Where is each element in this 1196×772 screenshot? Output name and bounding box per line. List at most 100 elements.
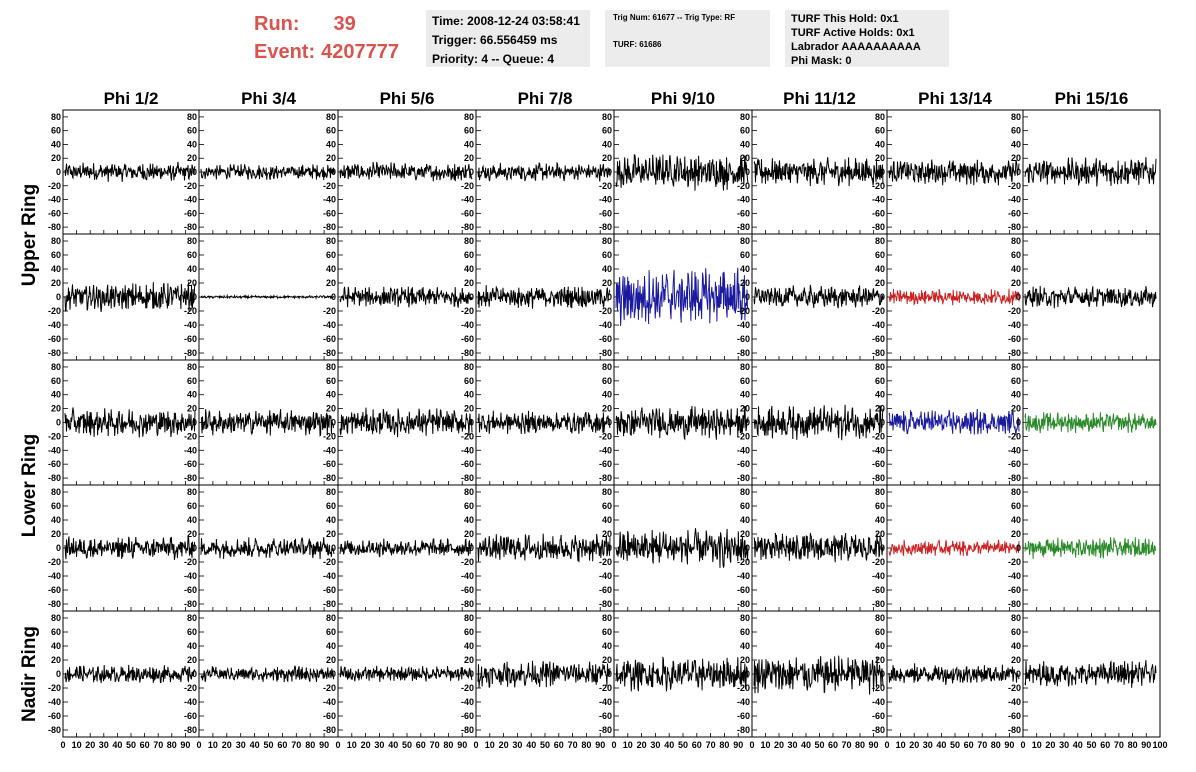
x-tick-label: 60 — [140, 740, 150, 750]
y-tick-label: -80 — [461, 725, 474, 735]
x-tick-label: 20 — [85, 740, 95, 750]
waveform-trace — [477, 533, 611, 563]
x-tick-label: 80 — [991, 740, 1001, 750]
y-tick-label: 80 — [464, 487, 474, 497]
y-tick-label: -80 — [872, 599, 885, 609]
y-tick-label: 40 — [1011, 264, 1021, 274]
x-tick-label: 50 — [263, 740, 273, 750]
y-tick-label: 40 — [740, 139, 750, 149]
waveform-trace — [339, 665, 473, 682]
y-tick-label: -40 — [184, 320, 197, 330]
x-tick-label: 40 — [1073, 740, 1083, 750]
y-tick-label: 40 — [187, 139, 197, 149]
y-tick-label: 20 — [187, 655, 197, 665]
y-tick-label: 20 — [875, 655, 885, 665]
y-tick-label: 0 — [469, 669, 474, 679]
y-tick-label: -60 — [1008, 711, 1021, 721]
x-tick-label: 30 — [236, 740, 246, 750]
y-tick-label: -40 — [599, 320, 612, 330]
y-tick-label: -20 — [1008, 683, 1021, 693]
y-tick-label: -80 — [737, 725, 750, 735]
waveform-trace — [339, 538, 473, 558]
y-tick-label: 60 — [326, 501, 336, 511]
waveform-trace — [1024, 157, 1157, 187]
y-tick-label: 40 — [51, 390, 61, 400]
x-tick-label: 30 — [1059, 740, 1069, 750]
y-tick-label: 60 — [1011, 501, 1021, 511]
y-tick-label: 40 — [875, 515, 885, 525]
y-tick-label: -20 — [599, 431, 612, 441]
x-tick-label: 40 — [250, 740, 260, 750]
y-tick-label: -80 — [48, 725, 61, 735]
y-tick-label: -80 — [323, 222, 336, 232]
y-tick-label: -80 — [323, 725, 336, 735]
y-tick-label: 80 — [464, 613, 474, 623]
column-header: Phi 7/8 — [518, 89, 573, 108]
y-tick-label: 40 — [187, 390, 197, 400]
y-tick-label: -20 — [48, 306, 61, 316]
y-tick-label: -60 — [1008, 208, 1021, 218]
y-tick-label: -40 — [323, 571, 336, 581]
y-tick-label: 60 — [740, 501, 750, 511]
y-tick-label: 20 — [464, 404, 474, 414]
x-tick-label: 20 — [774, 740, 784, 750]
event-value: 4207777 — [321, 41, 399, 63]
x-tick-label: 30 — [374, 740, 384, 750]
y-tick-label: 40 — [875, 264, 885, 274]
y-tick-label: 40 — [326, 139, 336, 149]
y-tick-label: -60 — [737, 459, 750, 469]
y-tick-label: 60 — [875, 501, 885, 511]
y-tick-label: -60 — [48, 585, 61, 595]
x-tick-label: 0 — [884, 740, 889, 750]
y-tick-label: -80 — [184, 725, 197, 735]
event-label: Event: — [254, 41, 316, 63]
y-tick-label: -60 — [461, 711, 474, 721]
y-tick-label: -60 — [48, 459, 61, 469]
y-tick-label: -20 — [48, 683, 61, 693]
y-tick-label: -40 — [461, 571, 474, 581]
y-tick-label: -40 — [599, 445, 612, 455]
waveform-trace — [888, 159, 1020, 186]
y-tick-label: -60 — [872, 585, 885, 595]
x-tick-label: 70 — [1114, 740, 1124, 750]
y-tick-label: 0 — [880, 292, 885, 302]
waveform-trace — [200, 164, 335, 181]
y-tick-label: -80 — [48, 222, 61, 232]
y-tick-label: 80 — [187, 112, 197, 122]
y-tick-label: -40 — [184, 195, 197, 205]
y-tick-label: -60 — [1008, 585, 1021, 595]
y-tick-label: 60 — [464, 501, 474, 511]
x-tick-label: 60 — [692, 740, 702, 750]
column-header: Phi 11/12 — [783, 89, 856, 108]
y-tick-label: 60 — [187, 250, 197, 260]
y-tick-label: 80 — [51, 112, 61, 122]
y-tick-label: 20 — [875, 404, 885, 414]
y-tick-label: 80 — [602, 613, 612, 623]
waveform-trace — [339, 407, 473, 438]
run-label: Run: — [254, 13, 300, 35]
y-tick-label: 60 — [1011, 250, 1021, 260]
x-tick-label: 30 — [923, 740, 933, 750]
y-tick-label: -60 — [872, 459, 885, 469]
y-tick-label: -20 — [461, 181, 474, 191]
y-tick-label: -40 — [872, 697, 885, 707]
y-tick-label: -20 — [872, 683, 885, 693]
y-tick-label: -40 — [872, 571, 885, 581]
y-tick-label: 20 — [875, 153, 885, 163]
y-tick-label: -40 — [461, 697, 474, 707]
y-tick-label: 20 — [602, 655, 612, 665]
y-tick-label: -60 — [872, 208, 885, 218]
y-tick-label: 40 — [326, 264, 336, 274]
y-tick-label: -40 — [48, 697, 61, 707]
waveform-trace — [200, 409, 335, 438]
y-tick-label: 80 — [464, 236, 474, 246]
y-tick-label: -60 — [1008, 459, 1021, 469]
y-tick-label: -80 — [599, 348, 612, 358]
y-tick-label: -60 — [737, 711, 750, 721]
y-tick-label: 60 — [602, 627, 612, 637]
y-tick-label: -80 — [872, 725, 885, 735]
y-tick-label: 60 — [602, 250, 612, 260]
y-tick-label: -80 — [323, 348, 336, 358]
y-tick-label: 0 — [192, 669, 197, 679]
x-tick-label: 100 — [1152, 740, 1167, 750]
